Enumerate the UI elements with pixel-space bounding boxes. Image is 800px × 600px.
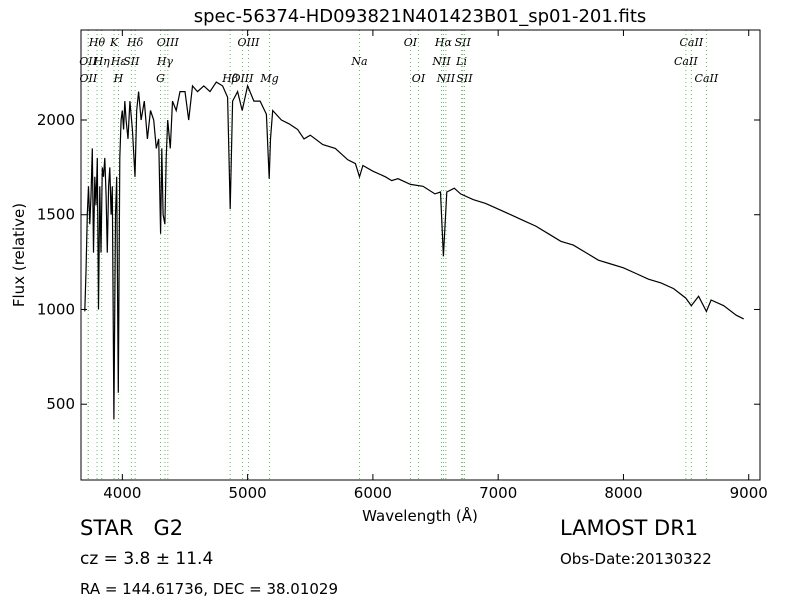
spectral-line-label: CaII (680, 36, 704, 49)
spectral-line-label: Hα (434, 36, 453, 49)
coordinates: RA = 144.61736, DEC = 38.01029 (80, 580, 338, 598)
x-axis-label: Wavelength (Å) (362, 506, 478, 525)
spectral-line-label: SII (456, 72, 473, 85)
y-tick-label: 500 (46, 395, 75, 413)
spectral-line-label: K (109, 36, 119, 49)
spectral-line-label: Hε (110, 55, 127, 68)
x-tick-label: 8000 (604, 484, 642, 502)
y-tick-label: 1000 (37, 300, 75, 318)
chart-title: spec-56374-HD093821N401423B01_sp01-201.f… (194, 6, 647, 27)
x-tick-label: 9000 (730, 484, 768, 502)
spectral-line-label: Hδ (126, 36, 144, 49)
x-tick-label: 6000 (354, 484, 392, 502)
spectrum-line (84, 81, 744, 420)
spectral-line-label: OI (404, 36, 418, 49)
spectral-line-label: Hθ (88, 36, 106, 49)
y-tick-label: 1500 (37, 206, 75, 224)
spectral-line-label: Hβ (221, 72, 238, 85)
release: LAMOST DR1 (560, 516, 698, 540)
x-tick-label: 7000 (479, 484, 517, 502)
plot-frame (80, 29, 761, 481)
obs-date: Obs-Date:20130322 (560, 550, 712, 568)
spectral-line-label: OI (412, 72, 426, 85)
redshift: cz = 3.8 ± 11.4 (80, 549, 213, 569)
spectral-line-label: CaII (695, 72, 719, 85)
spectral-line-label: G (156, 72, 165, 85)
x-tick-label: 4000 (103, 484, 141, 502)
spectral-line-label: OIII (157, 36, 180, 49)
y-axis-label: Flux (relative) (10, 203, 28, 307)
spectral-line-label: Hγ (156, 55, 174, 68)
spectral-line-label: SII (455, 36, 472, 49)
spectral-line-label: OII (79, 55, 97, 68)
spectral-line-label: Li (455, 55, 467, 68)
object-class: STAR G2 (80, 516, 183, 540)
spectral-line-label: SII (123, 55, 140, 68)
x-tick-label: 5000 (229, 484, 267, 502)
spectral-line-label: NII (431, 55, 451, 68)
spectral-line-label: CaII (674, 55, 698, 68)
spectral-line-label: OII (80, 72, 98, 85)
spectral-line-label: H (113, 72, 124, 85)
spectral-line-label: Mg (259, 72, 278, 85)
spectral-line-label: OIII (237, 36, 260, 49)
spectral-line-label: OIII (231, 72, 254, 85)
spectral-line-label: Hη (93, 55, 111, 68)
y-tick-label: 2000 (37, 111, 75, 129)
spectral-line-label: NII (436, 72, 456, 85)
spectral-line-label: Na (350, 55, 367, 68)
